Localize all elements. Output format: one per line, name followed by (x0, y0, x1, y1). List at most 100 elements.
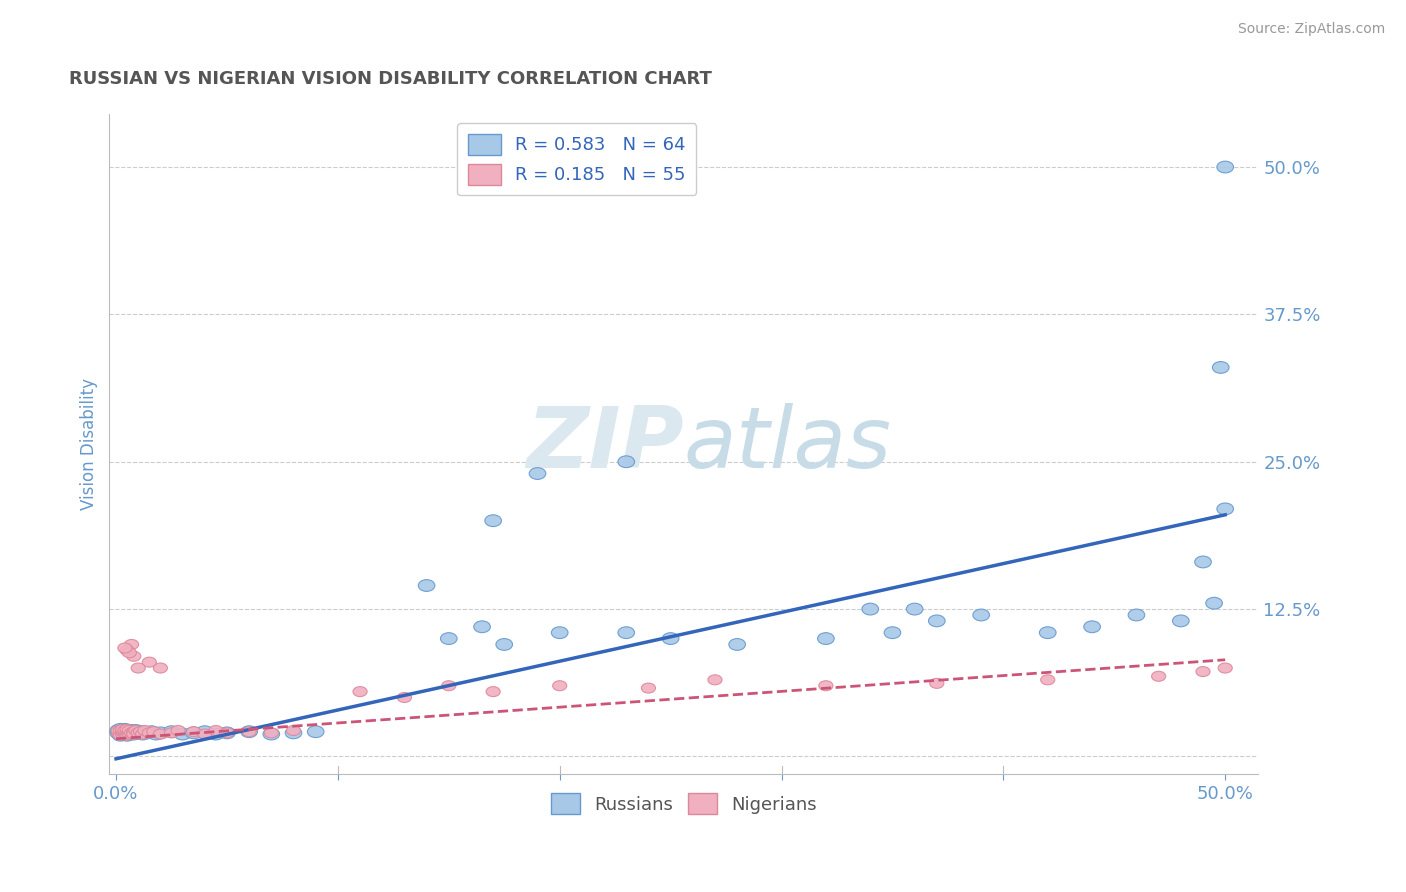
Ellipse shape (121, 728, 138, 740)
Ellipse shape (124, 724, 139, 737)
Ellipse shape (165, 728, 179, 738)
Ellipse shape (110, 727, 127, 739)
Ellipse shape (118, 643, 132, 653)
Ellipse shape (118, 730, 135, 741)
Ellipse shape (1128, 609, 1144, 621)
Ellipse shape (551, 627, 568, 639)
Ellipse shape (112, 723, 129, 735)
Ellipse shape (187, 727, 201, 737)
Ellipse shape (114, 731, 128, 740)
Ellipse shape (118, 724, 135, 737)
Ellipse shape (127, 651, 141, 661)
Ellipse shape (118, 728, 132, 738)
Ellipse shape (111, 725, 125, 736)
Ellipse shape (208, 725, 224, 736)
Ellipse shape (120, 645, 134, 656)
Ellipse shape (553, 681, 567, 690)
Ellipse shape (263, 728, 280, 740)
Ellipse shape (398, 692, 412, 703)
Ellipse shape (143, 726, 160, 738)
Ellipse shape (122, 729, 136, 739)
Ellipse shape (115, 727, 129, 737)
Ellipse shape (208, 728, 224, 740)
Ellipse shape (112, 730, 129, 741)
Ellipse shape (129, 727, 146, 739)
Ellipse shape (496, 639, 513, 650)
Ellipse shape (114, 727, 131, 739)
Ellipse shape (174, 728, 191, 740)
Ellipse shape (115, 729, 129, 739)
Ellipse shape (134, 727, 148, 737)
Ellipse shape (118, 725, 132, 736)
Ellipse shape (474, 621, 491, 632)
Ellipse shape (818, 681, 832, 690)
Ellipse shape (1216, 161, 1233, 173)
Ellipse shape (728, 639, 745, 650)
Ellipse shape (142, 657, 156, 667)
Ellipse shape (1218, 663, 1232, 673)
Ellipse shape (641, 683, 655, 693)
Ellipse shape (353, 687, 367, 697)
Ellipse shape (120, 731, 134, 740)
Ellipse shape (115, 724, 129, 734)
Ellipse shape (218, 727, 235, 739)
Ellipse shape (138, 725, 152, 736)
Ellipse shape (862, 603, 879, 615)
Ellipse shape (127, 727, 141, 737)
Ellipse shape (418, 580, 434, 591)
Ellipse shape (142, 728, 156, 738)
Ellipse shape (662, 632, 679, 644)
Ellipse shape (125, 728, 139, 738)
Ellipse shape (118, 727, 135, 739)
Ellipse shape (132, 726, 149, 738)
Ellipse shape (928, 615, 945, 627)
Ellipse shape (219, 728, 233, 738)
Ellipse shape (486, 687, 501, 697)
Ellipse shape (125, 640, 139, 649)
Ellipse shape (485, 515, 502, 526)
Ellipse shape (125, 726, 142, 738)
Ellipse shape (117, 728, 134, 740)
Ellipse shape (114, 725, 128, 736)
Ellipse shape (186, 727, 202, 739)
Ellipse shape (1039, 627, 1056, 639)
Text: RUSSIAN VS NIGERIAN VISION DISABILITY CORRELATION CHART: RUSSIAN VS NIGERIAN VISION DISABILITY CO… (69, 70, 711, 87)
Ellipse shape (131, 728, 145, 738)
Ellipse shape (112, 726, 129, 738)
Ellipse shape (135, 728, 150, 740)
Ellipse shape (285, 727, 302, 739)
Ellipse shape (929, 678, 943, 689)
Ellipse shape (139, 727, 156, 739)
Ellipse shape (197, 726, 214, 738)
Ellipse shape (110, 724, 127, 737)
Ellipse shape (1195, 556, 1212, 568)
Ellipse shape (1212, 361, 1229, 374)
Ellipse shape (148, 728, 165, 740)
Ellipse shape (617, 456, 634, 467)
Ellipse shape (707, 675, 723, 685)
Ellipse shape (1206, 598, 1222, 609)
Text: Source: ZipAtlas.com: Source: ZipAtlas.com (1237, 22, 1385, 37)
Ellipse shape (127, 729, 141, 739)
Ellipse shape (907, 603, 922, 615)
Text: ZIP: ZIP (526, 402, 683, 485)
Ellipse shape (124, 727, 139, 739)
Ellipse shape (114, 724, 131, 737)
Legend: Russians, Nigerians: Russians, Nigerians (544, 786, 824, 822)
Ellipse shape (131, 663, 145, 673)
Ellipse shape (1152, 672, 1166, 681)
Ellipse shape (529, 467, 546, 479)
Ellipse shape (240, 726, 257, 738)
Ellipse shape (440, 632, 457, 644)
Ellipse shape (128, 724, 145, 737)
Ellipse shape (242, 727, 256, 737)
Ellipse shape (172, 725, 186, 736)
Ellipse shape (198, 729, 212, 739)
Ellipse shape (117, 723, 134, 735)
Ellipse shape (973, 609, 990, 621)
Ellipse shape (125, 728, 142, 740)
Ellipse shape (1040, 675, 1054, 685)
Ellipse shape (135, 729, 149, 739)
Ellipse shape (120, 727, 134, 737)
Ellipse shape (120, 724, 134, 734)
